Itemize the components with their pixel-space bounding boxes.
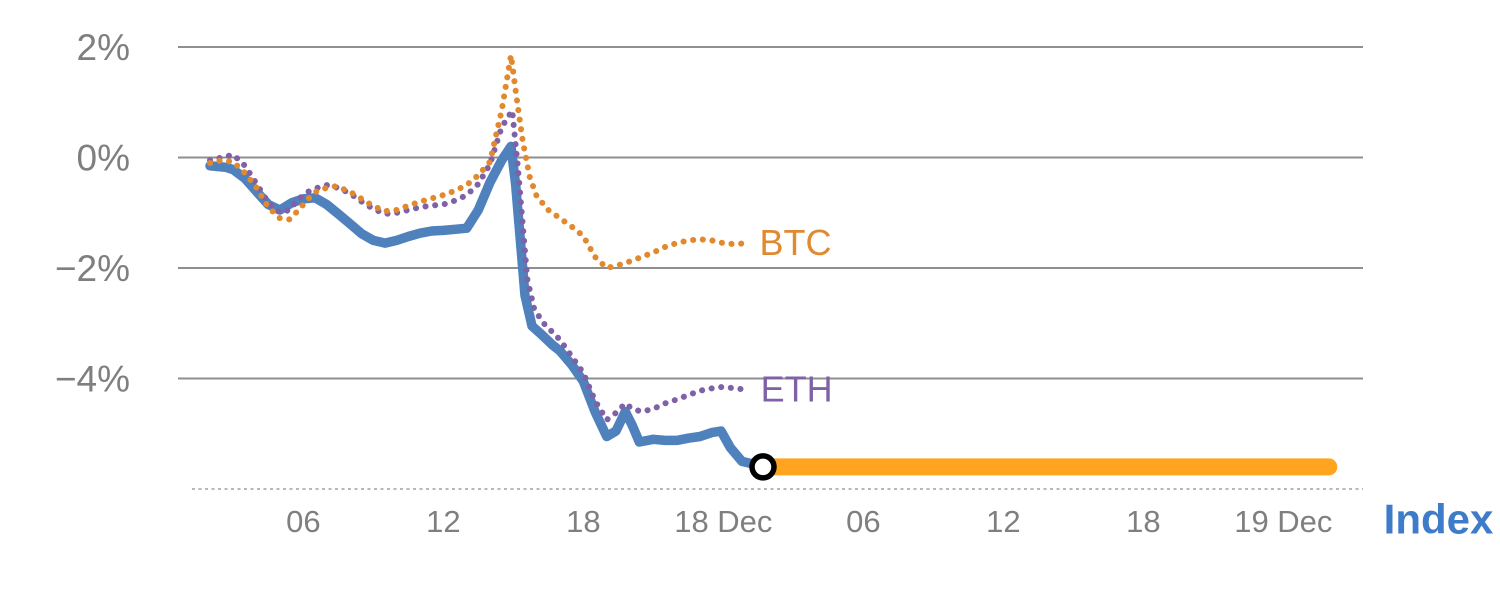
y-tick-label-0: 2% <box>77 27 130 68</box>
y-tick-label-2: −2% <box>55 248 130 289</box>
series-line-eth <box>207 107 750 423</box>
series-line-index <box>205 141 768 472</box>
x-tick-label-4: 06 <box>846 504 880 539</box>
index-series-label: Index <box>1384 495 1494 542</box>
series-label-btc: BTC <box>760 222 832 263</box>
series-label-eth: ETH <box>761 369 833 410</box>
x-tick-label-7: 19 Dec <box>1234 504 1332 539</box>
x-tick-label-3: 18 Dec <box>674 504 772 539</box>
last-value-marker <box>749 453 777 481</box>
x-tick-label-5: 12 <box>986 504 1020 539</box>
x-tick-label-6: 18 <box>1126 504 1160 539</box>
x-tick-label-1: 12 <box>426 504 460 539</box>
y-tick-label-1: 0% <box>77 138 130 179</box>
x-tick-label-2: 18 <box>566 504 600 539</box>
y-tick-label-3: −4% <box>55 359 130 400</box>
series-line-btc <box>207 52 750 271</box>
x-tick-label-0: 06 <box>286 504 320 539</box>
